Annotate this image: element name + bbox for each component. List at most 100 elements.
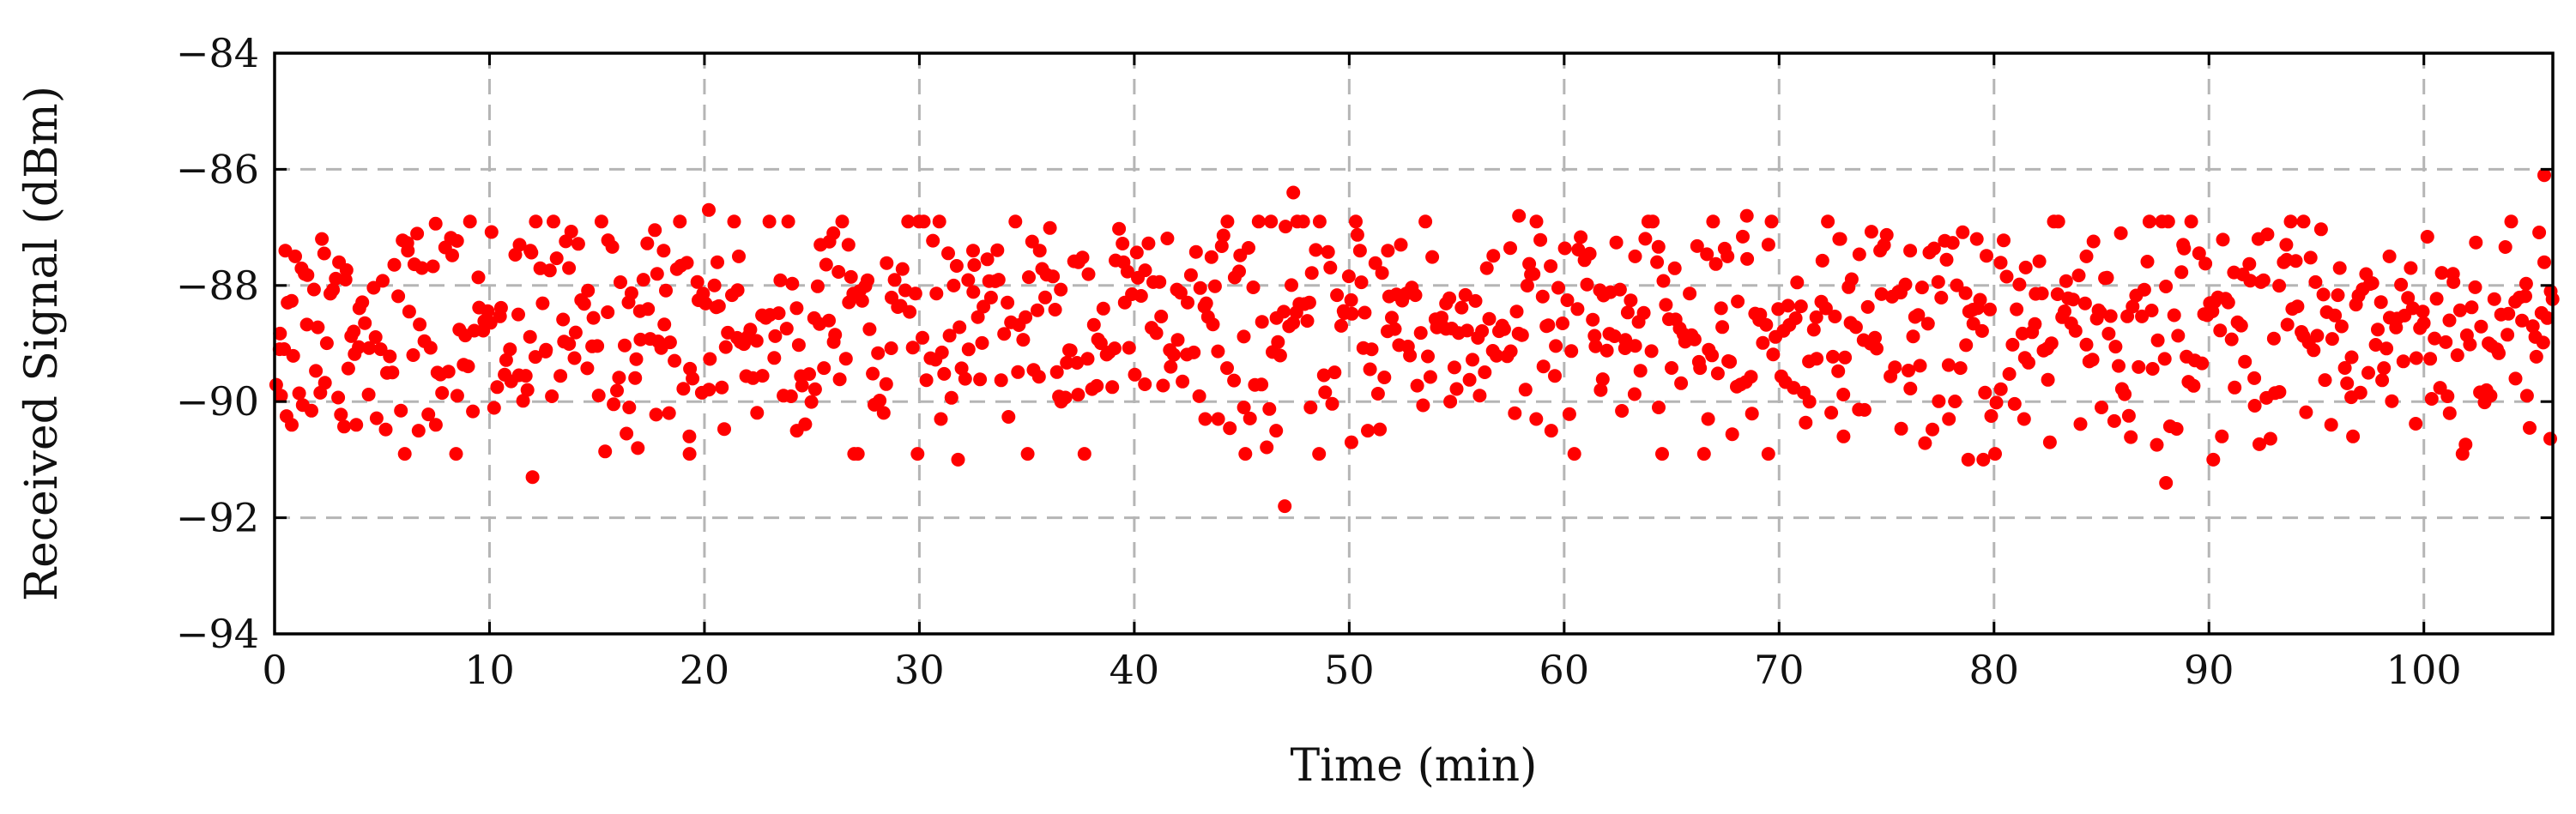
- data-point: [1761, 238, 1775, 252]
- data-point: [2280, 317, 2295, 332]
- data-point: [556, 312, 571, 327]
- data-point: [1701, 412, 1715, 426]
- data-point: [789, 301, 804, 316]
- data-point: [826, 226, 841, 240]
- data-point: [822, 313, 836, 328]
- data-point: [1318, 385, 1333, 400]
- data-point: [2379, 341, 2394, 356]
- data-point: [2213, 323, 2228, 338]
- data-point: [1020, 447, 1035, 461]
- data-point: [2272, 279, 2287, 293]
- data-point: [355, 295, 370, 310]
- data-point: [1544, 259, 1558, 274]
- data-point: [1316, 368, 1331, 383]
- data-point: [2132, 359, 2146, 374]
- data-point: [905, 341, 920, 355]
- data-point: [1334, 318, 1348, 333]
- data-point: [832, 372, 847, 387]
- data-point: [804, 395, 819, 409]
- data-point: [1655, 447, 1669, 461]
- data-point: [640, 236, 655, 250]
- data-point: [1615, 404, 1630, 418]
- data-point: [1330, 288, 1345, 303]
- data-point: [2252, 437, 2266, 451]
- data-point: [542, 263, 557, 278]
- data-point: [916, 330, 929, 345]
- data-point: [807, 382, 822, 396]
- data-point: [1454, 300, 1469, 315]
- data-point: [2537, 255, 2551, 269]
- data-point: [423, 341, 438, 355]
- data-point: [1708, 256, 1723, 271]
- data-point: [2121, 408, 2136, 423]
- data-point: [511, 307, 525, 322]
- data-point: [349, 418, 364, 432]
- data-point: [1080, 352, 1095, 366]
- data-point: [1300, 314, 1315, 329]
- data-point: [762, 214, 777, 229]
- data-point: [1403, 348, 1418, 363]
- data-point: [1665, 361, 1678, 375]
- data-point: [690, 274, 704, 289]
- data-point: [1149, 326, 1164, 341]
- data-point: [1077, 447, 1091, 461]
- data-point: [916, 214, 931, 229]
- data-point: [1705, 348, 1720, 363]
- data-point: [2159, 476, 2174, 490]
- data-point: [2440, 389, 2455, 403]
- data-point: [1898, 277, 1913, 292]
- data-point: [1223, 421, 1237, 436]
- data-point: [1232, 264, 1246, 279]
- data-point: [1416, 398, 1430, 413]
- data-point: [2107, 413, 2121, 428]
- data-point: [779, 322, 794, 336]
- data-point: [1112, 221, 1127, 236]
- data-point: [2150, 333, 2165, 347]
- data-point: [2272, 385, 2287, 399]
- data-point: [1941, 358, 1956, 372]
- data-point: [2238, 354, 2252, 369]
- data-point: [1054, 395, 1068, 409]
- data-point: [1468, 293, 1483, 308]
- data-point: [791, 338, 806, 353]
- data-point: [391, 289, 406, 304]
- data-point: [299, 317, 314, 332]
- data-point: [445, 248, 459, 262]
- data-point: [802, 367, 816, 382]
- data-point: [2071, 268, 2086, 283]
- data-point: [411, 424, 426, 438]
- data-point: [966, 244, 980, 258]
- data-point: [362, 341, 377, 355]
- data-point: [605, 239, 620, 254]
- data-point: [929, 286, 944, 301]
- data-point: [1071, 255, 1085, 269]
- data-point: [2077, 296, 2092, 311]
- data-point: [1385, 311, 1399, 325]
- data-point: [1116, 255, 1131, 269]
- data-point: [2221, 295, 2235, 310]
- data-point: [934, 345, 949, 359]
- data-point: [1260, 440, 1274, 455]
- data-point: [441, 365, 456, 379]
- data-point: [2242, 256, 2257, 271]
- data-point: [850, 447, 865, 461]
- data-point: [958, 371, 972, 386]
- data-point: [624, 286, 638, 300]
- data-point: [1674, 376, 1689, 390]
- data-point: [1443, 395, 1458, 409]
- data-point: [2540, 311, 2555, 325]
- data-point: [1490, 348, 1503, 363]
- data-point: [2469, 235, 2483, 250]
- data-point: [680, 256, 694, 270]
- data-point: [1993, 256, 2008, 270]
- data-point: [1341, 269, 1356, 284]
- data-point: [2228, 380, 2242, 395]
- data-point: [1296, 214, 1310, 229]
- data-point: [2086, 234, 2101, 249]
- data-point: [743, 323, 758, 337]
- data-point: [2382, 249, 2397, 263]
- data-point: [376, 274, 390, 288]
- data-point: [768, 329, 783, 343]
- data-point: [1700, 247, 1714, 262]
- data-point: [1633, 364, 1648, 378]
